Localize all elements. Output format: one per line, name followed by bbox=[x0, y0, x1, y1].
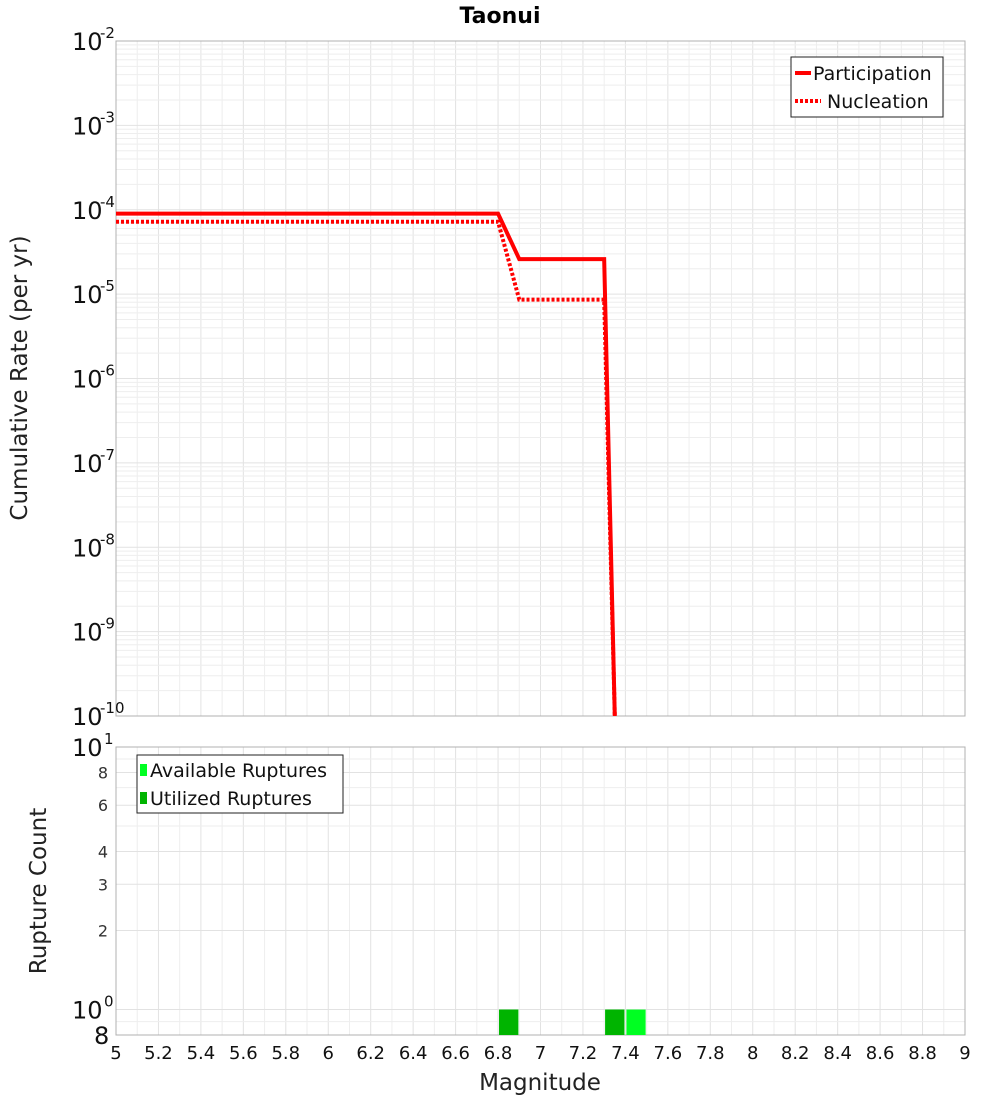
top-y-tick-exponent: -3 bbox=[100, 108, 115, 126]
top-y-axis-label: Cumulative Rate (per yr) bbox=[7, 235, 33, 520]
bottom-y-tick-one-exponent: 0 bbox=[104, 993, 114, 1011]
legend-participation-label: Participation bbox=[813, 63, 932, 85]
x-tick-label: 5.4 bbox=[187, 1043, 216, 1064]
bottom-plot-frame bbox=[115, 746, 966, 1036]
x-tick-label: 6.4 bbox=[399, 1043, 428, 1064]
bottom-y-tick-label: 4 bbox=[98, 842, 108, 861]
x-tick-label: 7.2 bbox=[569, 1043, 598, 1064]
top-y-tick-base: 10 bbox=[72, 112, 103, 140]
top-legend: Participation Nucleation bbox=[790, 56, 944, 118]
bottom-bars bbox=[499, 1009, 646, 1035]
nucleation-line bbox=[116, 219, 617, 717]
legend-utilized-swatch bbox=[140, 792, 147, 804]
x-tick-label: 6.6 bbox=[441, 1043, 470, 1064]
x-tick-label: 8 bbox=[747, 1043, 758, 1064]
top-y-tick-exponent: -10 bbox=[100, 699, 125, 717]
x-tick-labels: 5 5.2 5.4 5.6 5.8 6 6.2 6.4 6.6 6.8 7 7.2 7.4 7.6 7.8 8… bbox=[110, 1043, 970, 1064]
legend-available-swatch bbox=[140, 764, 147, 776]
top-y-tick-base: 10 bbox=[72, 619, 103, 647]
x-tick-label: 7.8 bbox=[696, 1043, 725, 1064]
top-y-tick-base: 10 bbox=[72, 197, 103, 225]
x-tick-label: 7.6 bbox=[654, 1043, 683, 1064]
top-y-tick-exponent: -9 bbox=[100, 615, 115, 633]
bottom-y-tick-ten-base: 10 bbox=[72, 734, 103, 762]
legend-utilized-label: Utilized Ruptures bbox=[150, 788, 312, 810]
top-plot-frame bbox=[115, 40, 966, 717]
x-tick-label: 8.6 bbox=[866, 1043, 895, 1064]
top-y-tick-base: 10 bbox=[72, 534, 103, 562]
top-y-tick-base: 10 bbox=[72, 28, 103, 56]
x-tick-label: 6.2 bbox=[356, 1043, 385, 1064]
bottom-legend-box bbox=[136, 754, 344, 814]
top-y-tick-base: 10 bbox=[72, 366, 103, 394]
x-tick-label: 8.2 bbox=[781, 1043, 810, 1064]
x-tick-label: 5.2 bbox=[144, 1043, 173, 1064]
bottom-legend: Available Ruptures Utilized Ruptures bbox=[136, 754, 344, 814]
bottom-y-tick-label: 6 bbox=[98, 796, 108, 815]
x-axis-label: Magnitude bbox=[479, 1070, 601, 1096]
x-tick-label: 8.8 bbox=[908, 1043, 937, 1064]
top-y-tick-exponent: -2 bbox=[100, 24, 115, 42]
top-y-tick-base: 10 bbox=[72, 703, 103, 731]
x-tick-label: 6 bbox=[323, 1043, 334, 1064]
bottom-y-tick-label: 2 bbox=[98, 922, 108, 941]
x-tick-label: 7.4 bbox=[611, 1043, 640, 1064]
bottom-y-tick-bottom: 8 bbox=[94, 1022, 109, 1050]
bottom-y-axis-label: Rupture Count bbox=[26, 808, 52, 974]
utilized-rupture-bar bbox=[499, 1009, 519, 1035]
bottom-y-tick-ten-exponent: 1 bbox=[104, 730, 114, 748]
top-y-tick-exponent: -8 bbox=[100, 530, 115, 548]
utilized-rupture-bar bbox=[605, 1009, 625, 1035]
bottom-y-tick-label: 8 bbox=[98, 763, 108, 782]
participation-line bbox=[116, 211, 617, 717]
top-plot-grid bbox=[115, 41, 966, 717]
x-tick-label: 8.4 bbox=[823, 1043, 852, 1064]
x-tick-label: 9 bbox=[959, 1043, 970, 1064]
top-y-ticks: 10-210-310-410-510-610-710-810-910-10 bbox=[72, 24, 125, 731]
x-tick-label: 6.8 bbox=[484, 1043, 513, 1064]
top-y-tick-base: 10 bbox=[72, 281, 103, 309]
available-rupture-bar bbox=[626, 1009, 646, 1035]
top-y-tick-exponent: -4 bbox=[100, 193, 115, 211]
legend-available-label: Available Ruptures bbox=[150, 760, 327, 782]
top-y-tick-base: 10 bbox=[72, 450, 103, 478]
chart-title: Taonui bbox=[460, 4, 541, 29]
top-series-lines bbox=[116, 211, 617, 717]
top-y-tick-exponent: -5 bbox=[100, 277, 115, 295]
top-legend-box bbox=[790, 56, 944, 118]
x-tick-label: 5 bbox=[110, 1043, 121, 1064]
x-tick-label: 5.8 bbox=[271, 1043, 300, 1064]
x-tick-label: 7 bbox=[535, 1043, 546, 1064]
x-tick-label: 5.6 bbox=[229, 1043, 258, 1064]
top-y-tick-exponent: -7 bbox=[100, 446, 115, 464]
legend-nucleation-label: Nucleation bbox=[827, 91, 929, 113]
bottom-y-tick-label: 3 bbox=[98, 875, 108, 894]
bottom-y-tick-one-base: 10 bbox=[72, 997, 103, 1025]
top-y-tick-exponent: -6 bbox=[100, 362, 115, 380]
